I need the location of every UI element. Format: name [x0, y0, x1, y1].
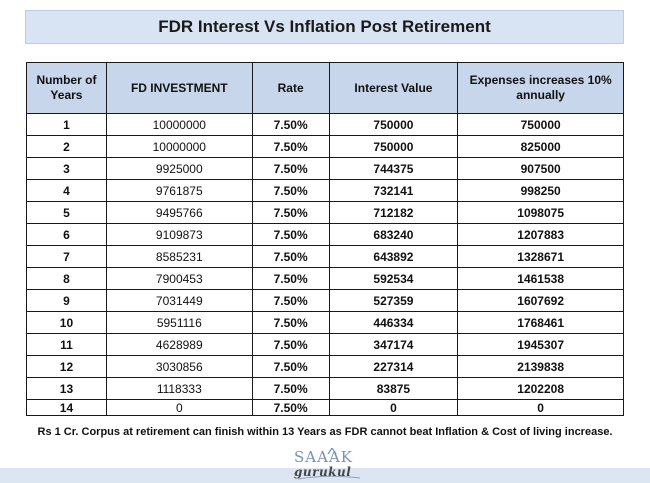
cell-expenses: 750000	[457, 113, 624, 136]
cell-rate: 7.50%	[251, 113, 330, 136]
cell-year: 12	[26, 355, 107, 378]
footer-band	[0, 468, 650, 483]
table-row: 13 1118333 7.50% 83875 1202208	[26, 377, 624, 400]
cell-year: 9	[26, 289, 107, 312]
table-row: 7 8585231 7.50% 643892 1328671	[26, 245, 624, 268]
cell-year: 1	[26, 113, 107, 136]
cell-investment: 7900453	[105, 267, 253, 290]
cell-interest: 744375	[328, 157, 459, 180]
table-row: 6 9109873 7.50% 683240 1207883	[26, 223, 624, 246]
cell-interest: 446334	[328, 311, 459, 334]
cell-interest: 527359	[328, 289, 459, 312]
cell-rate: 7.50%	[251, 179, 330, 202]
cell-investment: 10000000	[105, 113, 253, 136]
cell-expenses: 1328671	[457, 245, 624, 268]
cell-investment: 9109873	[105, 223, 253, 246]
cell-investment: 8585231	[105, 245, 253, 268]
footnote: Rs 1 Cr. Corpus at retirement can finish…	[37, 426, 613, 438]
cell-interest: 750000	[328, 113, 459, 136]
cell-year: 5	[26, 201, 107, 224]
table-body: 1 10000000 7.50% 750000 750000 2 10000000 7.50%…	[26, 113, 624, 416]
table-row: 3 9925000 7.50% 744375 907500	[26, 157, 624, 180]
cell-year: 8	[26, 267, 107, 290]
table-row: 14 0 7.50% 0 0	[26, 399, 624, 416]
cell-investment: 9761875	[105, 179, 253, 202]
slide-title: FDR Interest Vs Inflation Post Retiremen…	[25, 10, 624, 44]
table-row: 4 9761875 7.50% 732141 998250	[26, 179, 624, 202]
saaak-gurukul-logo: SAAAK gurukul	[288, 448, 368, 482]
cell-rate: 7.50%	[251, 289, 330, 312]
cell-expenses: 1202208	[457, 377, 624, 400]
cell-interest: 750000	[328, 135, 459, 158]
cell-expenses: 825000	[457, 135, 624, 158]
cell-rate: 7.50%	[251, 245, 330, 268]
cell-year: 14	[26, 399, 107, 416]
cell-expenses: 2139838	[457, 355, 624, 378]
cell-rate: 7.50%	[251, 223, 330, 246]
cell-investment: 7031449	[105, 289, 253, 312]
cell-year: 10	[26, 311, 107, 334]
cell-investment: 10000000	[105, 135, 253, 158]
cell-rate: 7.50%	[251, 311, 330, 334]
cell-expenses: 1607692	[457, 289, 624, 312]
table-row: 1 10000000 7.50% 750000 750000	[26, 113, 624, 136]
cell-year: 11	[26, 333, 107, 356]
cell-year: 3	[26, 157, 107, 180]
fd-interest-table: Number of Years FD INVESTMENT Rate Inter…	[26, 62, 624, 416]
logo-swoosh-icon	[297, 448, 361, 480]
cell-expenses: 1768461	[457, 311, 624, 334]
header-expenses: Expenses increases 10% annually	[457, 62, 624, 114]
cell-year: 2	[26, 135, 107, 158]
header-investment: FD INVESTMENT	[105, 62, 253, 114]
cell-expenses: 998250	[457, 179, 624, 202]
cell-year: 13	[26, 377, 107, 400]
cell-expenses: 907500	[457, 157, 624, 180]
cell-rate: 7.50%	[251, 157, 330, 180]
table-row: 10 5951116 7.50% 446334 1768461	[26, 311, 624, 334]
cell-interest: 732141	[328, 179, 459, 202]
cell-rate: 7.50%	[251, 399, 330, 416]
cell-investment: 9925000	[105, 157, 253, 180]
header-years: Number of Years	[26, 62, 107, 114]
cell-investment: 5951116	[105, 311, 253, 334]
logo-top-text: SAAAK	[294, 448, 353, 466]
header-rate: Rate	[251, 62, 330, 114]
cell-year: 4	[26, 179, 107, 202]
logo-bottom-text: gurukul	[294, 465, 352, 479]
table-row: 5 9495766 7.50% 712182 1098075	[26, 201, 624, 224]
header-interest: Interest Value	[328, 62, 459, 114]
cell-year: 6	[26, 223, 107, 246]
cell-investment: 4628989	[105, 333, 253, 356]
cell-expenses: 1098075	[457, 201, 624, 224]
cell-rate: 7.50%	[251, 355, 330, 378]
cell-interest: 683240	[328, 223, 459, 246]
table-row: 9 7031449 7.50% 527359 1607692	[26, 289, 624, 312]
cell-expenses: 0	[457, 399, 624, 416]
cell-year: 7	[26, 245, 107, 268]
cell-interest: 643892	[328, 245, 459, 268]
cell-expenses: 1207883	[457, 223, 624, 246]
cell-expenses: 1945307	[457, 333, 624, 356]
cell-interest: 347174	[328, 333, 459, 356]
cell-interest: 712182	[328, 201, 459, 224]
table-header-row: Number of Years FD INVESTMENT Rate Inter…	[26, 62, 624, 114]
cell-rate: 7.50%	[251, 267, 330, 290]
cell-investment: 1118333	[105, 377, 253, 400]
cell-rate: 7.50%	[251, 201, 330, 224]
cell-expenses: 1461538	[457, 267, 624, 290]
cell-rate: 7.50%	[251, 333, 330, 356]
cell-interest: 592534	[328, 267, 459, 290]
cell-investment: 0	[105, 399, 253, 416]
cell-interest: 83875	[328, 377, 459, 400]
cell-investment: 3030856	[105, 355, 253, 378]
table-row: 8 7900453 7.50% 592534 1461538	[26, 267, 624, 290]
cell-rate: 7.50%	[251, 377, 330, 400]
cell-interest: 227314	[328, 355, 459, 378]
table-row: 12 3030856 7.50% 227314 2139838	[26, 355, 624, 378]
table-row: 2 10000000 7.50% 750000 825000	[26, 135, 624, 158]
cell-interest: 0	[328, 399, 459, 416]
cell-investment: 9495766	[105, 201, 253, 224]
table-row: 11 4628989 7.50% 347174 1945307	[26, 333, 624, 356]
cell-rate: 7.50%	[251, 135, 330, 158]
